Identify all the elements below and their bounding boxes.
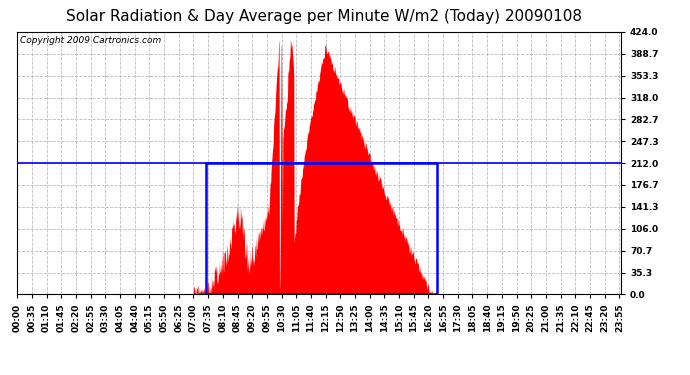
Text: Solar Radiation & Day Average per Minute W/m2 (Today) 20090108: Solar Radiation & Day Average per Minute…	[66, 9, 582, 24]
Bar	[206, 163, 437, 294]
Text: Copyright 2009 Cartronics.com: Copyright 2009 Cartronics.com	[20, 36, 161, 45]
